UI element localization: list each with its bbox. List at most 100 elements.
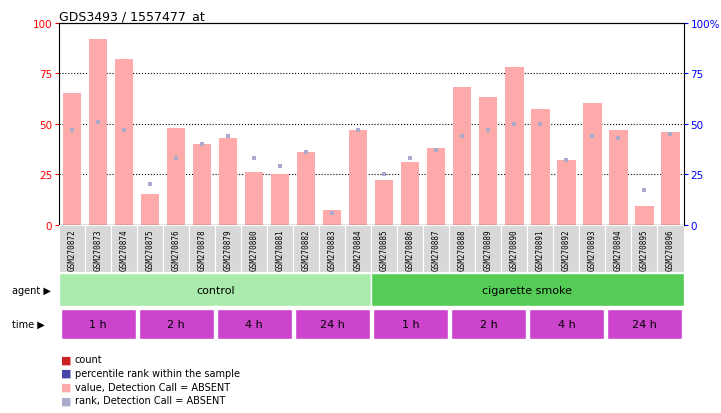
Text: GSM270882: GSM270882 bbox=[302, 228, 311, 270]
Text: ■: ■ bbox=[61, 395, 72, 405]
Text: GSM270890: GSM270890 bbox=[510, 228, 519, 270]
Text: 2 h: 2 h bbox=[479, 319, 497, 329]
Bar bbox=[557, 161, 575, 225]
Text: GSM270878: GSM270878 bbox=[198, 228, 207, 270]
Text: GSM270874: GSM270874 bbox=[120, 228, 128, 270]
Bar bbox=[580, 226, 606, 273]
Bar bbox=[349, 131, 368, 225]
Bar bbox=[607, 309, 682, 339]
Text: 24 h: 24 h bbox=[632, 319, 657, 329]
Bar bbox=[529, 309, 604, 339]
Bar bbox=[375, 181, 394, 225]
Bar bbox=[554, 226, 580, 273]
Text: GSM270881: GSM270881 bbox=[275, 228, 285, 270]
Bar bbox=[217, 309, 292, 339]
Bar bbox=[428, 149, 446, 225]
Bar bbox=[635, 207, 654, 225]
Bar bbox=[449, 226, 475, 273]
Bar bbox=[193, 145, 211, 225]
Bar bbox=[141, 195, 159, 225]
Bar bbox=[454, 88, 472, 225]
Text: GSM270872: GSM270872 bbox=[68, 228, 76, 270]
Bar bbox=[59, 226, 684, 273]
Bar bbox=[61, 309, 136, 339]
Bar bbox=[215, 226, 242, 273]
Bar bbox=[323, 211, 342, 225]
Text: GSM270885: GSM270885 bbox=[380, 228, 389, 270]
Text: GSM270896: GSM270896 bbox=[666, 228, 675, 270]
Bar bbox=[85, 226, 111, 273]
Text: ■: ■ bbox=[61, 368, 72, 378]
Bar bbox=[63, 94, 81, 225]
Bar bbox=[138, 309, 213, 339]
Text: GSM270893: GSM270893 bbox=[588, 228, 597, 270]
Text: cigarette smoke: cigarette smoke bbox=[482, 285, 572, 295]
Text: GSM270888: GSM270888 bbox=[458, 228, 467, 270]
Text: GSM270889: GSM270889 bbox=[484, 228, 493, 270]
Bar bbox=[373, 309, 448, 339]
Bar bbox=[245, 173, 263, 225]
Bar bbox=[479, 98, 497, 225]
Bar bbox=[451, 309, 526, 339]
Bar bbox=[89, 40, 107, 225]
Text: GDS3493 / 1557477_at: GDS3493 / 1557477_at bbox=[59, 10, 205, 23]
Text: agent ▶: agent ▶ bbox=[12, 285, 51, 295]
Text: GSM270873: GSM270873 bbox=[94, 228, 102, 270]
Text: 24 h: 24 h bbox=[320, 319, 345, 329]
Bar bbox=[658, 226, 684, 273]
Bar bbox=[345, 226, 371, 273]
Bar bbox=[167, 128, 185, 225]
Bar bbox=[527, 226, 554, 273]
Bar bbox=[111, 226, 137, 273]
Bar bbox=[609, 131, 627, 225]
Bar bbox=[59, 226, 85, 273]
Text: 1 h: 1 h bbox=[89, 319, 107, 329]
Text: ■: ■ bbox=[61, 354, 72, 364]
Bar bbox=[271, 175, 289, 225]
Bar bbox=[319, 226, 345, 273]
Bar bbox=[219, 138, 237, 225]
Text: rank, Detection Call = ABSENT: rank, Detection Call = ABSENT bbox=[75, 395, 225, 405]
Text: GSM270880: GSM270880 bbox=[249, 228, 259, 270]
Text: 1 h: 1 h bbox=[402, 319, 419, 329]
Text: GSM270879: GSM270879 bbox=[224, 228, 233, 270]
Bar bbox=[189, 226, 216, 273]
Bar bbox=[115, 60, 133, 225]
Bar bbox=[163, 226, 189, 273]
Text: time ▶: time ▶ bbox=[12, 319, 45, 329]
Bar bbox=[475, 226, 501, 273]
Bar bbox=[423, 226, 449, 273]
Bar bbox=[242, 226, 267, 273]
Bar bbox=[293, 226, 319, 273]
Bar bbox=[59, 273, 371, 306]
Text: ■: ■ bbox=[61, 382, 72, 392]
Bar bbox=[371, 226, 397, 273]
Text: GSM270894: GSM270894 bbox=[614, 228, 623, 270]
Text: value, Detection Call = ABSENT: value, Detection Call = ABSENT bbox=[75, 382, 230, 392]
Bar bbox=[137, 226, 163, 273]
Bar bbox=[297, 152, 315, 225]
Text: control: control bbox=[196, 285, 234, 295]
Text: GSM270884: GSM270884 bbox=[354, 228, 363, 270]
Text: count: count bbox=[75, 354, 102, 364]
Bar bbox=[501, 226, 527, 273]
Bar bbox=[583, 104, 601, 225]
Text: 4 h: 4 h bbox=[557, 319, 575, 329]
Bar bbox=[397, 226, 423, 273]
Bar bbox=[267, 226, 293, 273]
Text: GSM270891: GSM270891 bbox=[536, 228, 545, 270]
Text: 2 h: 2 h bbox=[167, 319, 185, 329]
Text: GSM270895: GSM270895 bbox=[640, 228, 649, 270]
Text: percentile rank within the sample: percentile rank within the sample bbox=[75, 368, 240, 378]
Bar bbox=[531, 110, 549, 225]
Bar bbox=[295, 309, 370, 339]
Text: GSM270876: GSM270876 bbox=[172, 228, 181, 270]
Bar bbox=[505, 68, 523, 225]
Text: GSM270883: GSM270883 bbox=[328, 228, 337, 270]
Bar bbox=[606, 226, 632, 273]
Bar bbox=[632, 226, 658, 273]
Text: GSM270886: GSM270886 bbox=[406, 228, 415, 270]
Bar bbox=[371, 273, 684, 306]
Bar bbox=[401, 163, 420, 225]
Text: GSM270887: GSM270887 bbox=[432, 228, 441, 270]
